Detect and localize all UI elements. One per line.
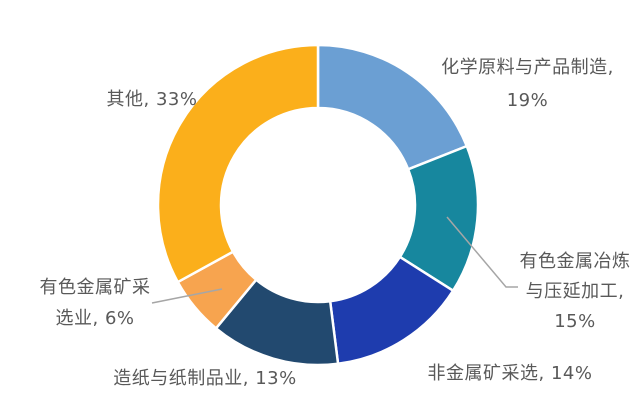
slice-label-chemical-raw-materials: 化学原料与产品制造, 19% bbox=[441, 57, 614, 111]
leader-line-mining bbox=[151, 288, 223, 304]
slice-label-paper-products: 造纸与纸制品业, 13% bbox=[113, 368, 297, 389]
slice-label-other: 其他, 33% bbox=[106, 89, 198, 110]
donut-slice-5 bbox=[156, 43, 320, 284]
leader-line-smelting bbox=[446, 216, 518, 288]
slice-label-nonmetal-mining: 非金属矿采选, 14% bbox=[427, 363, 593, 384]
slice-label-nonferrous-ore-mining: 有色金属矿采 选业, 6% bbox=[39, 277, 151, 329]
slice-label-nonferrous-smelting-rolling: 有色金属冶炼 与压延加工, 15% bbox=[519, 251, 631, 332]
